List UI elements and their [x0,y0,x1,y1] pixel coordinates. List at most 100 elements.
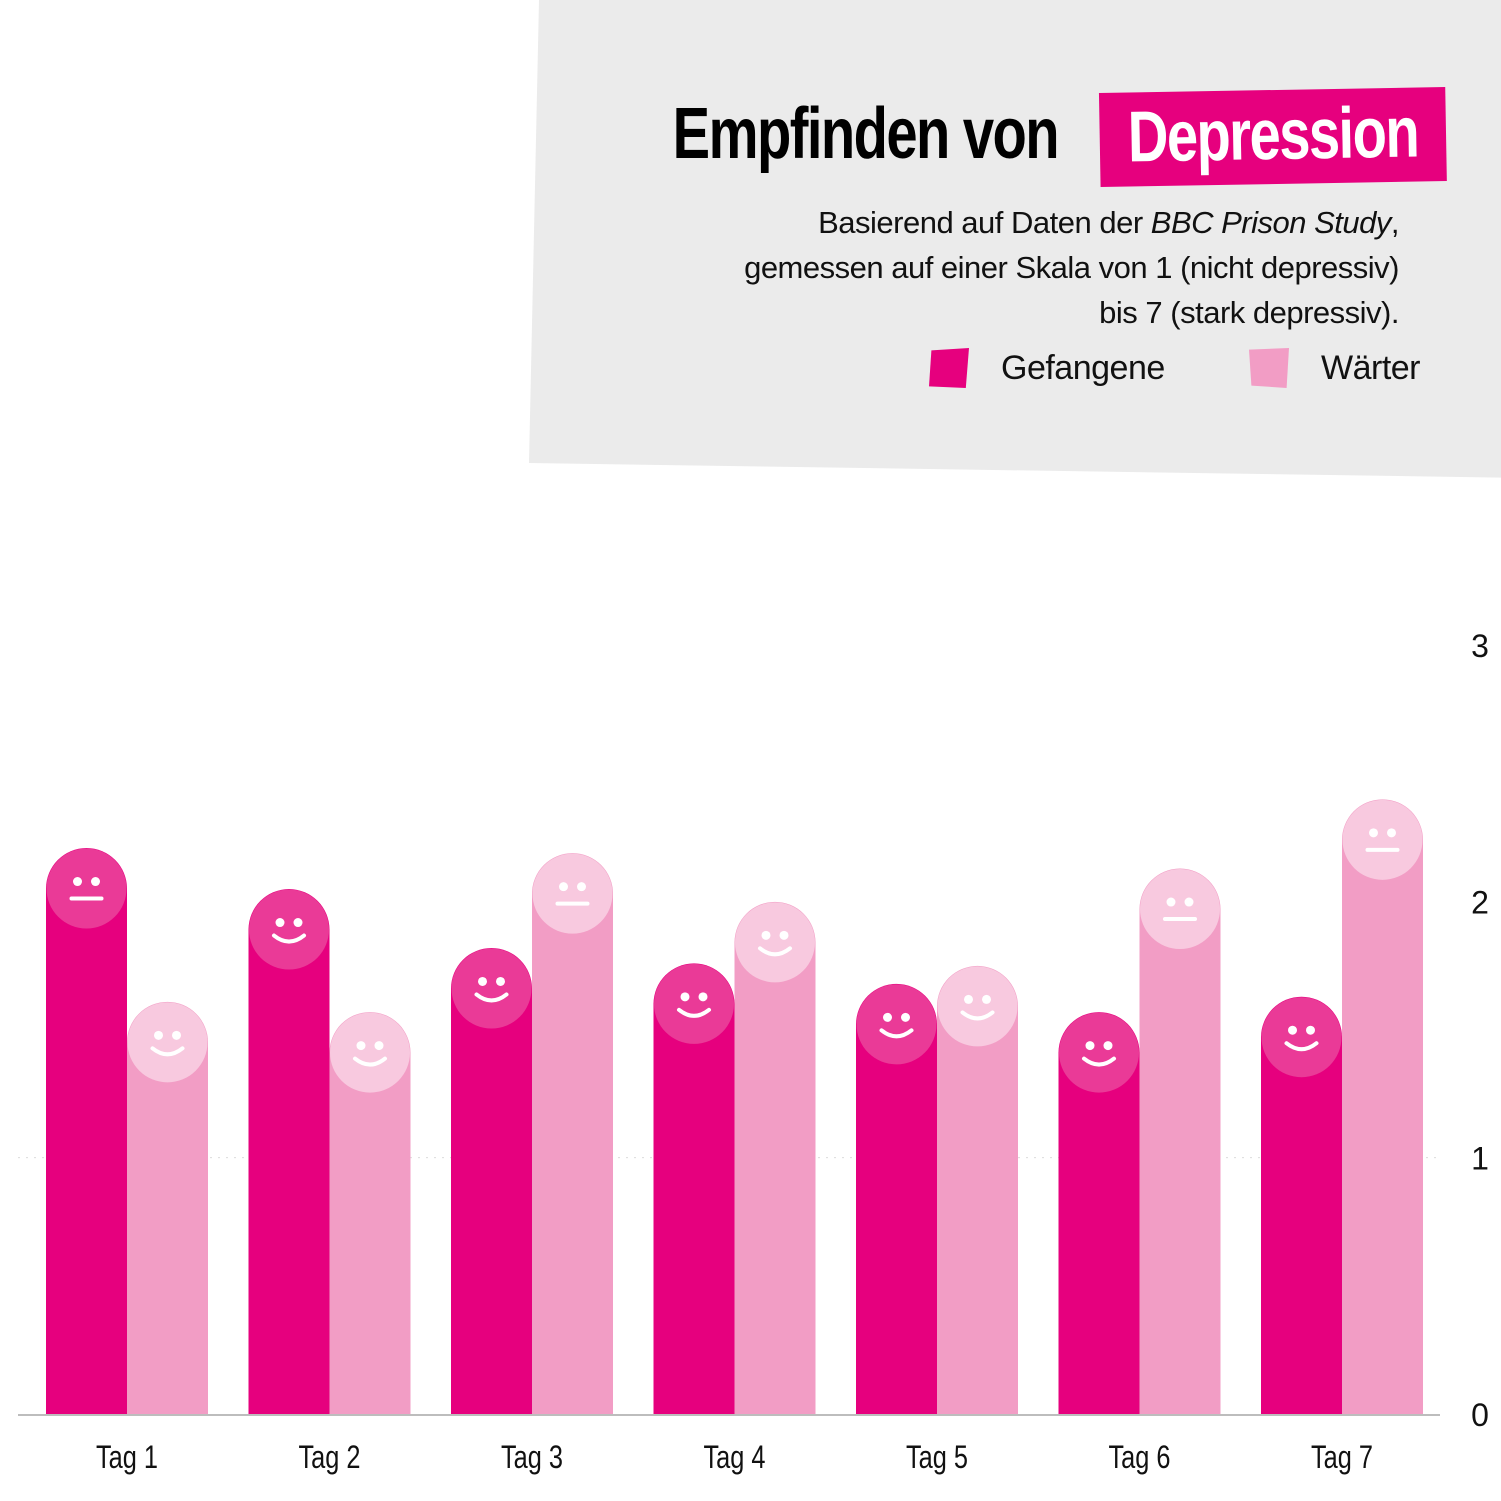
eye-left [761,930,771,940]
legend-item-waerter: Wärter [1249,348,1421,388]
face-gefangene-5 [856,984,937,1065]
mouth [1284,1041,1319,1052]
x-tick-label: Tag 5 [906,1439,968,1475]
eye-left [1085,1041,1095,1051]
smile-icon [960,994,995,1021]
y-tick-label: 1 [1471,1141,1489,1177]
x-tick-label: Tag 4 [704,1439,766,1475]
legend-swatch-gefangene [929,348,969,388]
y-tick-label: 2 [1471,884,1489,920]
eye-left [559,882,568,892]
eye-left [154,1030,163,1040]
mouth [272,933,306,944]
face-gefangene-1 [46,848,127,929]
eye-right [901,1012,910,1022]
eye-left [73,877,82,887]
face-waerter-1 [127,1002,208,1083]
bar-gefangene-4 [653,963,735,1414]
eye-right [293,918,303,928]
bar-gefangene-1 [46,848,127,1414]
eye-right [374,1041,384,1051]
eye-right [982,994,991,1004]
eye-left [275,918,285,928]
bar-waerter-6 [1139,868,1221,1414]
chart-title: Empfinden von [672,94,1060,174]
smile-icon [677,992,711,1018]
neutral-icon [555,882,590,906]
x-tick-label: Tag 1 [96,1439,158,1475]
x-tick-label: Tag 7 [1311,1439,1373,1475]
neutral-icon [1163,897,1197,922]
bar-waerter-5 [937,965,1018,1414]
face-waerter-3 [532,853,613,934]
face-waerter-2 [330,1012,410,1093]
x-tick-label: Tag 2 [299,1439,361,1475]
smile-icon [1082,1041,1116,1067]
eye-right [172,1030,181,1040]
subtitle-text-1: Basierend auf Daten der [818,205,1151,240]
eye-right [91,877,100,887]
title-card [529,0,1501,478]
smile-icon [879,1012,914,1039]
mouth [1082,1056,1116,1067]
eye-right [1184,897,1194,907]
eye-right [1306,1025,1315,1035]
neutral-icon [69,877,104,901]
smile-icon [474,976,509,1003]
neutral-icon [1365,828,1400,852]
x-tick-label: Tag 6 [1109,1439,1171,1475]
legend-label-waerter: Wärter [1321,348,1421,387]
eye-right [1387,828,1396,838]
face-gefangene-4 [654,963,734,1044]
bar-waerter-3 [532,853,613,1414]
face-gefangene-3 [451,948,532,1029]
face-waerter-4 [735,902,815,983]
header: Empfinden von Depression Basierend auf D… [529,0,1501,478]
legend-label-gefangene: Gefangene [1001,348,1165,387]
face-gefangene-7 [1261,997,1342,1078]
bar-gefangene-2 [248,889,330,1414]
smile-icon [353,1041,387,1067]
eye-left [883,1012,892,1022]
eye-right [779,930,789,940]
title-row: Empfinden von Depression [564,86,1447,188]
smile-icon [272,918,306,944]
bar-waerter-2 [329,1012,411,1414]
subtitle-text-2: , gemessen auf einer Skala von 1 (nicht … [744,205,1399,330]
bar-waerter-7 [1342,799,1423,1414]
smile-icon [758,930,792,957]
bar-waerter-1 [127,1001,208,1414]
eye-right [496,976,505,986]
x-tick-label: Tag 3 [501,1439,563,1475]
eye-left [964,994,973,1004]
legend: Gefangene Wärter [529,348,1501,404]
mouth [960,1010,995,1021]
mouth [150,1046,185,1057]
eye-left [478,976,487,986]
bar-gefangene-6 [1058,1012,1140,1414]
eye-left [1288,1025,1297,1035]
face-waerter-6 [1140,869,1220,950]
face-gefangene-6 [1059,1012,1139,1093]
y-tick-label: 0 [1471,1397,1489,1433]
face-waerter-7 [1342,799,1423,880]
smile-icon [1284,1025,1319,1052]
chart-subtitle: Basierend auf Daten der BBC Prison Study… [699,200,1399,335]
legend-item-gefangene: Gefangene [929,348,1165,388]
eye-right [1103,1041,1113,1051]
mouth [758,946,792,957]
eye-right [577,882,586,892]
eye-left [1369,828,1378,838]
bar-waerter-4 [734,901,816,1414]
eye-right [698,992,708,1002]
mouth [353,1056,387,1067]
y-tick-label: 3 [1471,628,1489,664]
smile-icon [150,1030,185,1057]
bar-gefangene-5 [856,983,937,1414]
mouth [474,992,509,1003]
face-gefangene-2 [249,889,329,970]
bar-gefangene-3 [451,947,532,1414]
eye-left [356,1041,366,1051]
mouth [879,1028,914,1039]
